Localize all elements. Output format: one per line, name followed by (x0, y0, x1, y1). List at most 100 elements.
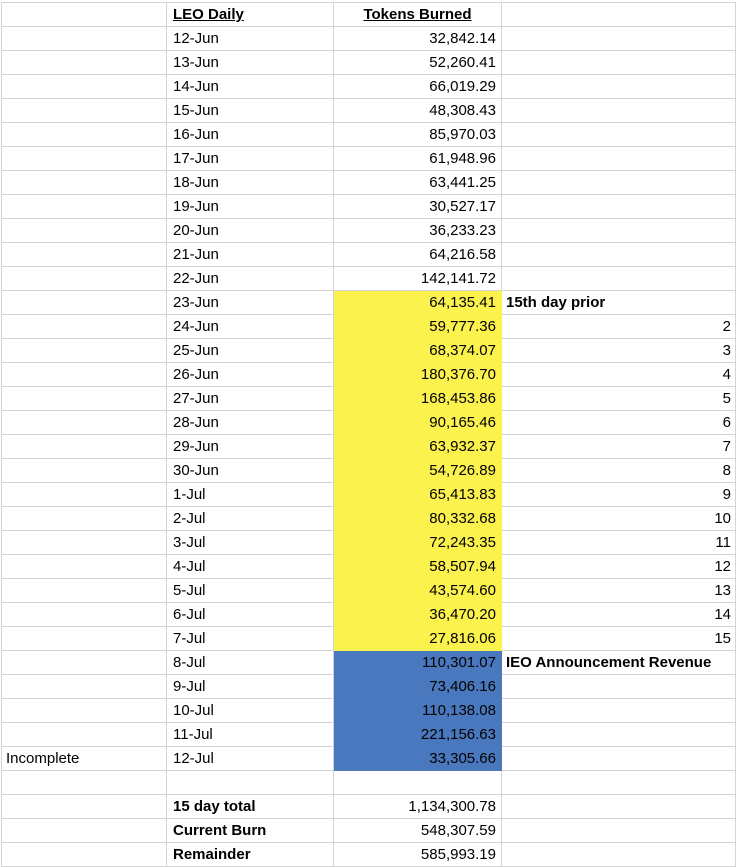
date-cell[interactable]: 13-Jun (167, 51, 334, 75)
value-cell[interactable]: 80,332.68 (334, 507, 502, 531)
cell-d[interactable] (502, 747, 736, 771)
cell-a[interactable] (2, 795, 167, 819)
cell-d[interactable] (502, 723, 736, 747)
cell-d[interactable] (502, 771, 736, 795)
cell-a[interactable] (2, 459, 167, 483)
date-cell[interactable]: 15-Jun (167, 99, 334, 123)
value-cell[interactable]: 85,970.03 (334, 123, 502, 147)
date-cell[interactable]: 6-Jul (167, 603, 334, 627)
cell-a[interactable] (2, 219, 167, 243)
date-cell[interactable]: 11-Jul (167, 723, 334, 747)
date-cell[interactable]: 14-Jun (167, 75, 334, 99)
date-cell[interactable]: 4-Jul (167, 555, 334, 579)
date-cell[interactable]: 3-Jul (167, 531, 334, 555)
day-count-cell[interactable]: 8 (502, 459, 736, 483)
day-count-cell[interactable]: 3 (502, 339, 736, 363)
cell-a[interactable] (2, 483, 167, 507)
day-count-cell[interactable]: 7 (502, 435, 736, 459)
value-cell[interactable]: 36,470.20 (334, 603, 502, 627)
cell-a[interactable] (2, 531, 167, 555)
cell-a[interactable] (2, 99, 167, 123)
cell-a[interactable] (2, 51, 167, 75)
value-cell[interactable]: 110,301.07 (334, 651, 502, 675)
value-cell[interactable]: 33,305.66 (334, 747, 502, 771)
value-cell[interactable]: 168,453.86 (334, 387, 502, 411)
total-label-cell[interactable]: Remainder (167, 843, 334, 867)
cell-a[interactable] (2, 603, 167, 627)
cell-a[interactable] (2, 315, 167, 339)
cell-a[interactable] (2, 723, 167, 747)
cell-a[interactable] (2, 3, 167, 27)
value-cell[interactable]: 59,777.36 (334, 315, 502, 339)
cell-d[interactable] (502, 147, 736, 171)
day-count-cell[interactable]: 5 (502, 387, 736, 411)
date-cell[interactable]: 27-Jun (167, 387, 334, 411)
value-cell[interactable]: 73,406.16 (334, 675, 502, 699)
value-cell[interactable]: 27,816.06 (334, 627, 502, 651)
day-count-cell[interactable]: 14 (502, 603, 736, 627)
cell-d[interactable] (502, 171, 736, 195)
value-cell[interactable]: 43,574.60 (334, 579, 502, 603)
header-value-column[interactable]: Tokens Burned (334, 3, 502, 27)
cell-a[interactable] (2, 435, 167, 459)
value-cell[interactable]: 63,441.25 (334, 171, 502, 195)
header-date-column[interactable]: LEO Daily (167, 3, 334, 27)
date-cell[interactable]: 8-Jul (167, 651, 334, 675)
cell-d[interactable] (502, 3, 736, 27)
date-cell[interactable]: 9-Jul (167, 675, 334, 699)
cell-a[interactable] (2, 27, 167, 51)
value-cell[interactable] (334, 771, 502, 795)
value-cell[interactable]: 54,726.89 (334, 459, 502, 483)
cell-d[interactable] (502, 99, 736, 123)
cell-a[interactable] (2, 243, 167, 267)
cell-d[interactable] (502, 699, 736, 723)
day-count-cell[interactable]: 9 (502, 483, 736, 507)
cell-d[interactable] (502, 795, 736, 819)
cell-a[interactable] (2, 291, 167, 315)
cell-a[interactable] (2, 675, 167, 699)
day-count-cell[interactable]: 4 (502, 363, 736, 387)
total-label-cell[interactable]: Current Burn (167, 819, 334, 843)
value-cell[interactable]: 142,141.72 (334, 267, 502, 291)
date-cell[interactable]: 16-Jun (167, 123, 334, 147)
day-count-cell[interactable]: 6 (502, 411, 736, 435)
date-cell[interactable]: 28-Jun (167, 411, 334, 435)
day-count-cell[interactable]: 13 (502, 579, 736, 603)
date-cell[interactable]: 21-Jun (167, 243, 334, 267)
cell-a[interactable] (2, 699, 167, 723)
day-count-cell[interactable]: 15 (502, 627, 736, 651)
cell-a[interactable] (2, 123, 167, 147)
incomplete-flag-cell[interactable]: Incomplete (2, 747, 167, 771)
day-count-cell[interactable]: 11 (502, 531, 736, 555)
value-cell[interactable]: 90,165.46 (334, 411, 502, 435)
annotation-cell[interactable]: 15th day prior (502, 291, 736, 315)
cell-a[interactable] (2, 171, 167, 195)
cell-a[interactable] (2, 507, 167, 531)
cell-a[interactable] (2, 339, 167, 363)
cell-a[interactable] (2, 819, 167, 843)
date-cell[interactable]: 7-Jul (167, 627, 334, 651)
value-cell[interactable]: 66,019.29 (334, 75, 502, 99)
total-value-cell[interactable]: 1,134,300.78 (334, 795, 502, 819)
cell-d[interactable] (502, 819, 736, 843)
total-label-cell[interactable]: 15 day total (167, 795, 334, 819)
date-cell[interactable]: 18-Jun (167, 171, 334, 195)
value-cell[interactable]: 64,216.58 (334, 243, 502, 267)
date-cell[interactable]: 2-Jul (167, 507, 334, 531)
date-cell[interactable]: 10-Jul (167, 699, 334, 723)
value-cell[interactable]: 30,527.17 (334, 195, 502, 219)
date-cell[interactable]: 30-Jun (167, 459, 334, 483)
total-value-cell[interactable]: 585,993.19 (334, 843, 502, 867)
cell-a[interactable] (2, 555, 167, 579)
date-cell[interactable]: 20-Jun (167, 219, 334, 243)
value-cell[interactable]: 61,948.96 (334, 147, 502, 171)
value-cell[interactable]: 64,135.41 (334, 291, 502, 315)
date-cell[interactable]: 24-Jun (167, 315, 334, 339)
cell-d[interactable] (502, 75, 736, 99)
cell-d[interactable] (502, 195, 736, 219)
value-cell[interactable]: 221,156.63 (334, 723, 502, 747)
date-cell[interactable]: 12-Jul (167, 747, 334, 771)
value-cell[interactable]: 72,243.35 (334, 531, 502, 555)
cell-a[interactable] (2, 651, 167, 675)
date-cell[interactable]: 19-Jun (167, 195, 334, 219)
